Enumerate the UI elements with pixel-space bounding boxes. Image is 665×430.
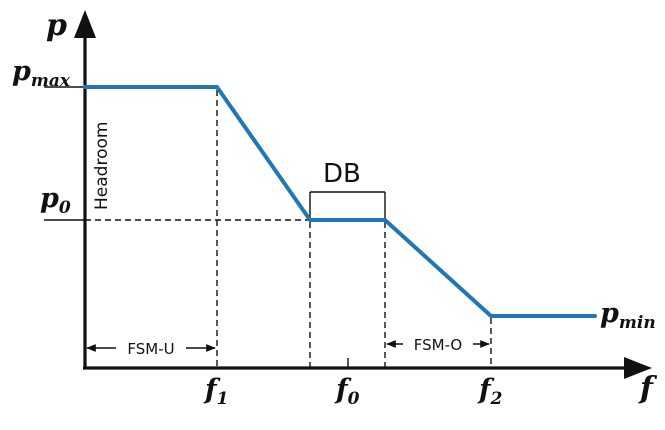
fsm-o-label-bg <box>403 334 473 354</box>
headroom-label: Headroom <box>92 122 112 210</box>
fsm-o-label: FSM-O <box>414 336 462 354</box>
x-axis-arrowhead <box>624 357 652 379</box>
f2-label: f2 <box>477 374 503 409</box>
f0-label: f0 <box>334 374 360 409</box>
y-axis-arrowhead <box>74 10 96 38</box>
pmax-label: pmax <box>12 56 71 91</box>
pmin-label: pmin <box>600 298 656 333</box>
droop-curve <box>83 85 597 318</box>
y-axis-label: p <box>46 8 67 43</box>
db-label: DB <box>323 159 361 189</box>
fsm-u-label-bg <box>116 338 186 358</box>
fsm-u-label: FSM-U <box>127 340 174 358</box>
p0-label: p0 <box>40 183 71 218</box>
x-axis-label: f <box>638 371 658 406</box>
f1-label: f1 <box>203 374 228 409</box>
